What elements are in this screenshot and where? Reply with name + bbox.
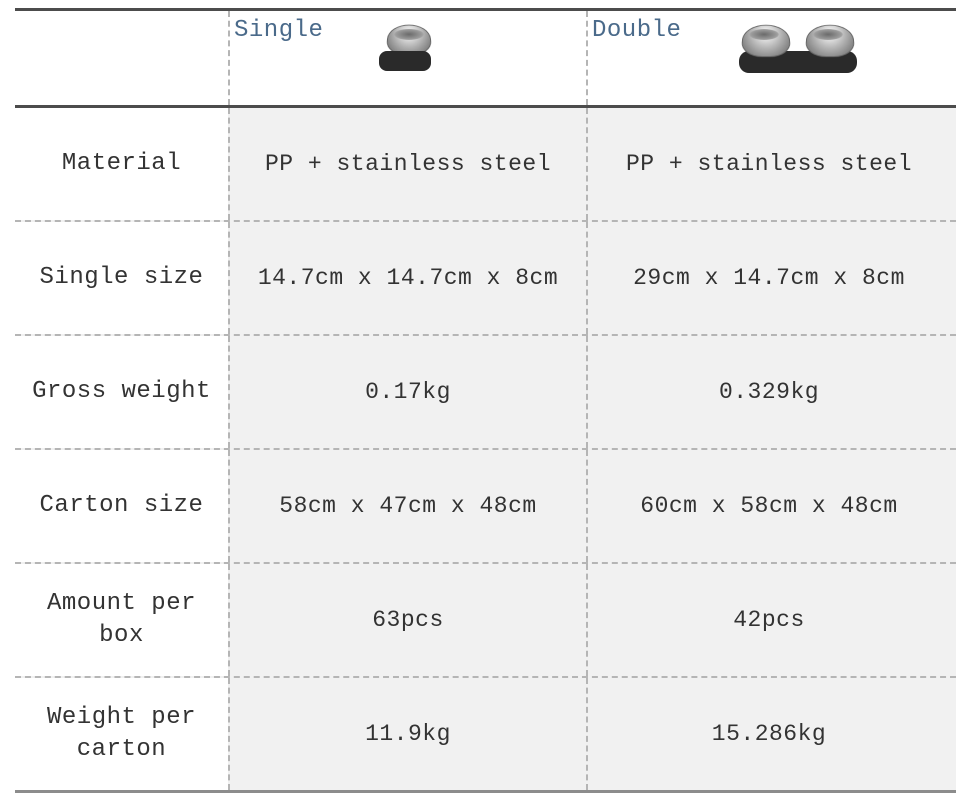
cell-double: 60cm x 58cm x 48cm (586, 450, 950, 562)
header-double: Double (586, 11, 950, 105)
row-label: Carton size (15, 450, 228, 562)
table-row: Gross weight 0.17kg 0.329kg (15, 336, 956, 450)
table-header-row: Single Double (15, 11, 956, 108)
table-row: Weight per carton 11.9kg 15.286kg (15, 678, 956, 790)
cell-single: 11.9kg (228, 678, 586, 790)
header-blank (15, 11, 228, 105)
table-row: Amount per box 63pcs 42pcs (15, 564, 956, 678)
cell-double: 29cm x 14.7cm x 8cm (586, 222, 950, 334)
row-label: Material (15, 108, 228, 220)
cell-double: 0.329kg (586, 336, 950, 448)
double-bowl-icon (737, 23, 859, 73)
single-bowl-icon (379, 23, 439, 71)
table-row: Material PP + stainless steel PP + stain… (15, 108, 956, 222)
cell-single: PP + stainless steel (228, 108, 586, 220)
row-label: Gross weight (15, 336, 228, 448)
cell-double: PP + stainless steel (586, 108, 950, 220)
cell-single: 14.7cm x 14.7cm x 8cm (228, 222, 586, 334)
table-row: Carton size 58cm x 47cm x 48cm 60cm x 58… (15, 450, 956, 564)
table-row: Single size 14.7cm x 14.7cm x 8cm 29cm x… (15, 222, 956, 336)
cell-single: 58cm x 47cm x 48cm (228, 450, 586, 562)
header-double-label: Double (592, 15, 681, 44)
header-single-label: Single (234, 15, 323, 44)
spec-table: Single Double Material PP + stainless st… (15, 8, 956, 793)
cell-double: 42pcs (586, 564, 950, 676)
header-single: Single (228, 11, 586, 105)
row-label: Amount per box (15, 564, 228, 676)
row-label: Weight per carton (15, 678, 228, 790)
row-label: Single size (15, 222, 228, 334)
cell-double: 15.286kg (586, 678, 950, 790)
cell-single: 63pcs (228, 564, 586, 676)
cell-single: 0.17kg (228, 336, 586, 448)
